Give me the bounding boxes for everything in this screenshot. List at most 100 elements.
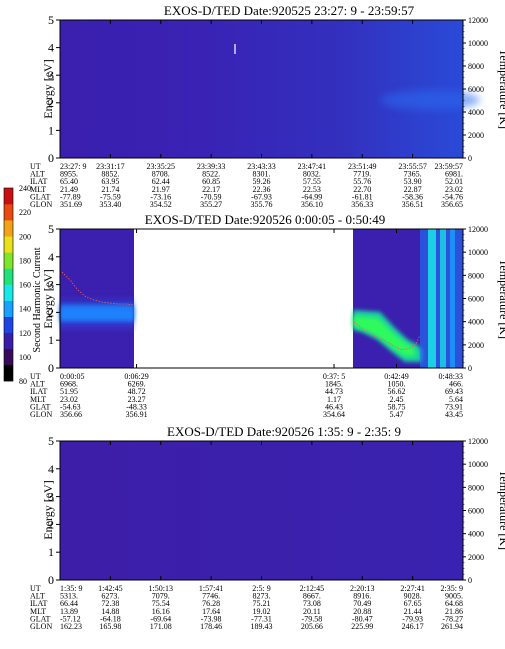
panel-3-spectrogram xyxy=(60,441,463,580)
cell: 55.76 xyxy=(353,177,371,186)
panel-2-right-streak-1 xyxy=(428,229,436,368)
cell: 6981. xyxy=(445,170,463,179)
cell: 59.26 xyxy=(253,177,271,186)
panel-1-y-axis: 0 1 2 3 4 5 xyxy=(48,13,60,165)
panel-3-x-ticks xyxy=(59,441,464,580)
y-tick-label: 0 xyxy=(48,573,54,587)
y-tick-label: 5 xyxy=(48,434,54,448)
cell: 354.64 xyxy=(323,410,345,419)
panel-2: EXOS-D/TED Date:920526 0:00:05 - 0:50:49… xyxy=(30,212,505,419)
colorbar-tick-label: 240 xyxy=(19,184,31,193)
cell: 6269. xyxy=(128,380,146,389)
row-label: GLAT xyxy=(30,402,51,411)
cell: 0:00:05 xyxy=(60,372,84,381)
panel-3-title: EXOS-D/TED Date:920526 1:35: 9 - 2:35: 9 xyxy=(167,424,401,439)
cell: 22.70 xyxy=(353,185,371,194)
cell: 8955. xyxy=(60,170,78,179)
row-label: MLT xyxy=(30,395,46,404)
y-tick-label: 2 xyxy=(48,305,54,319)
cell: 46.43 xyxy=(325,402,343,411)
y-tick-label: 3 xyxy=(48,278,54,292)
cell: 21.44 xyxy=(404,607,422,616)
y2-tick-label: 4000 xyxy=(468,108,484,117)
y-tick-label: 0 xyxy=(48,361,54,375)
cell: 355.27 xyxy=(200,200,222,209)
colorbar-tick-label: 100 xyxy=(19,353,31,362)
y2-tick-label: 4000 xyxy=(468,530,484,539)
cell: 351.69 xyxy=(60,200,82,209)
cell: 21.86 xyxy=(445,607,463,616)
y-tick-label: 2 xyxy=(48,517,54,531)
cell: 70.49 xyxy=(353,599,371,608)
y-tick-label: 1 xyxy=(48,123,54,137)
cell: 62.44 xyxy=(152,177,170,186)
colorbar-tick-label: 80 xyxy=(19,377,27,386)
cell: 9005. xyxy=(445,592,463,601)
y2-tick-label: 0 xyxy=(468,576,472,585)
cell: 23:31:17 xyxy=(96,162,124,171)
cell: 5313. xyxy=(60,592,78,601)
cell: -77.89 xyxy=(60,192,81,201)
cell: -48.33 xyxy=(126,402,147,411)
panel-2-ephemeris-table: UT 0:00:05 0:06:29 ALT 6968. 6269. ILAT 51.95 48… xyxy=(30,372,463,419)
panel-3-y2-axis: 0 2000 4000 6000 8000 10000 12000 xyxy=(463,437,488,585)
cell: 44.73 xyxy=(325,387,343,396)
cell: 356.33 xyxy=(351,200,373,209)
panel-1-hot-band xyxy=(380,90,480,110)
cell: 22.17 xyxy=(202,185,220,194)
panel-3-ephemeris-table: UT 1:35: 9 1:42:45 1:50:13 1:57:41 2:5: 9 2:12… xyxy=(30,584,463,631)
cell: 14.88 xyxy=(101,607,119,616)
panel-3-ylabel: Energy [eV] xyxy=(41,480,55,539)
colorbar-tick-label: 120 xyxy=(19,329,31,338)
cell: 23:35:25 xyxy=(147,162,175,171)
panel-1-y2label: Temperature [K] xyxy=(497,49,505,129)
cell: 356.66 xyxy=(60,410,82,419)
cell: 1:42:45 xyxy=(98,584,122,593)
row-label: ILAT xyxy=(30,177,47,186)
colorbar-swatches xyxy=(4,188,13,382)
cell: 8667. xyxy=(303,592,321,601)
y2-tick-label: 6000 xyxy=(468,507,484,516)
cell: -69.64 xyxy=(150,614,171,623)
cell: 162.23 xyxy=(60,622,82,631)
colorbar-swatch xyxy=(4,332,13,350)
row-label: GLON xyxy=(30,622,52,631)
row-label: ALT xyxy=(30,592,45,601)
y2-tick-label: 12000 xyxy=(468,437,488,446)
colorbar-swatch xyxy=(4,300,13,317)
y-tick-label: 1 xyxy=(48,545,54,559)
cell: 76.28 xyxy=(202,599,220,608)
y2-tick-label: 8000 xyxy=(468,62,484,71)
cell: -67.93 xyxy=(251,192,272,201)
row-label: UT xyxy=(30,584,41,593)
cell: 43.45 xyxy=(445,410,463,419)
cell: 53.90 xyxy=(404,177,422,186)
row-label: UT xyxy=(30,162,41,171)
cell: 205.66 xyxy=(301,622,323,631)
cell: 9028. xyxy=(404,592,422,601)
cell: 23.02 xyxy=(445,185,463,194)
cell: 73.08 xyxy=(303,599,321,608)
y-tick-label: 0 xyxy=(48,151,54,165)
y2-tick-label: 6000 xyxy=(468,85,484,94)
cell: 69.43 xyxy=(445,387,463,396)
panel-1-x-ticks xyxy=(59,20,464,158)
y2-tick-label: 10000 xyxy=(468,39,488,48)
cell: 23:51:49 xyxy=(348,162,376,171)
colorbar-ticks: 80 100 120 140 160 180 200 220 240 xyxy=(19,184,31,386)
cell: 60.85 xyxy=(202,177,220,186)
cell: 23:59:57 xyxy=(435,162,463,171)
row-label: ALT xyxy=(30,380,45,389)
cell: 8301. xyxy=(253,170,271,179)
cell: 0:48:33 xyxy=(439,372,463,381)
cell: 356.51 xyxy=(402,200,424,209)
y2-tick-label: 0 xyxy=(468,364,472,373)
cell: 23.02 xyxy=(60,395,78,404)
cell: 52.01 xyxy=(445,177,463,186)
cell: 48.72 xyxy=(128,387,146,396)
cell: 225.99 xyxy=(351,622,373,631)
cell: 75.54 xyxy=(152,599,170,608)
cell: 189.43 xyxy=(251,622,273,631)
cell: -75.59 xyxy=(100,192,121,201)
colorbar-tick-label: 140 xyxy=(19,305,31,314)
